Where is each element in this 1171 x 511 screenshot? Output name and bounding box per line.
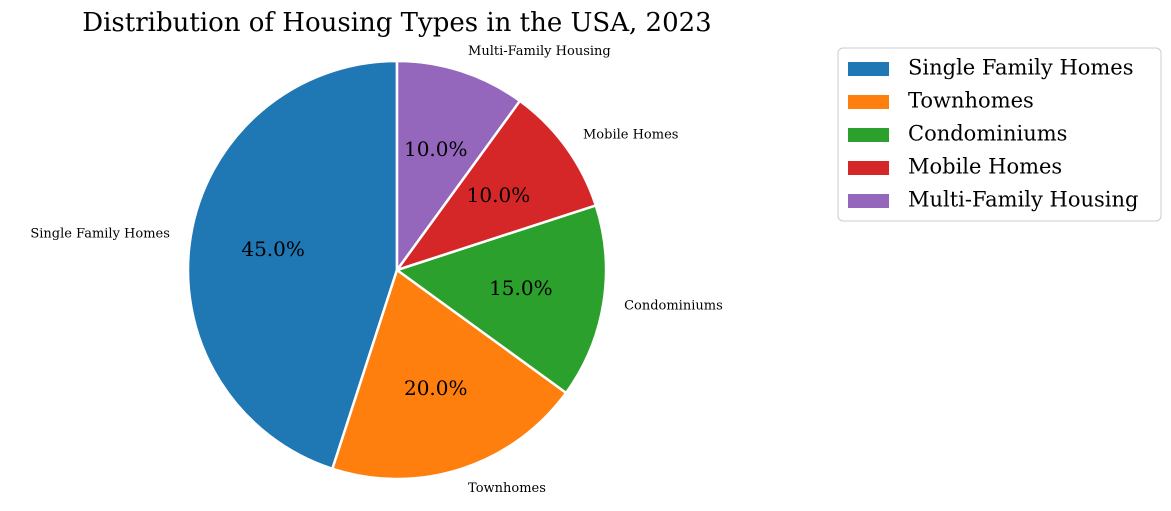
percent-label-multi-family-housing: 10.0% — [404, 137, 468, 161]
legend: Single Family Homes Townhomes Condominiums… — [837, 47, 1162, 222]
chart-title: Distribution of Housing Types in the USA… — [82, 8, 711, 38]
legend-label-single-family-homes: Single Family Homes — [908, 56, 1134, 80]
legend-swatch-condominiums — [848, 128, 889, 142]
pie-slice-single-family-homes — [186, 59, 399, 471]
slice-label-multi-family-housing: Multi-Family Housing — [468, 44, 611, 59]
slice-label-mobile-homes: Mobile Homes — [583, 127, 678, 142]
pie-slice-townhomes — [331, 268, 568, 481]
slice-label-condominiums: Condominiums — [624, 298, 723, 313]
legend-swatch-multi-family-housing — [848, 194, 889, 208]
slice-labels: Single Family Homes Townhomes Condominiums… — [30, 44, 722, 496]
percent-label-single-family-homes: 45.0% — [241, 237, 305, 261]
legend-swatch-single-family-homes — [848, 62, 889, 76]
slice-label-single-family-homes: Single Family Homes — [30, 227, 170, 242]
pie-slices — [186, 59, 608, 481]
legend-frame — [837, 47, 1162, 222]
percent-label-mobile-homes: 10.0% — [467, 183, 531, 207]
legend-swatch-mobile-homes — [848, 161, 889, 175]
pie-slice-mobile-homes — [395, 99, 598, 272]
percent-labels: 45.0% 20.0% 15.0% 10.0% 10.0% — [241, 137, 552, 400]
percent-label-townhomes: 20.0% — [404, 376, 468, 400]
legend-label-condominiums: Condominiums — [908, 122, 1067, 146]
percent-label-condominiums: 15.0% — [489, 276, 553, 300]
legend-swatch-townhomes — [848, 95, 889, 109]
legend-label-multi-family-housing: Multi-Family Housing — [908, 188, 1139, 212]
legend-label-mobile-homes: Mobile Homes — [908, 155, 1062, 179]
legend-label-townhomes: Townhomes — [908, 89, 1034, 113]
pie-slice-condominiums — [395, 204, 608, 395]
pie-slice-multi-family-housing — [395, 59, 522, 272]
slice-label-townhomes: Townhomes — [468, 481, 546, 496]
